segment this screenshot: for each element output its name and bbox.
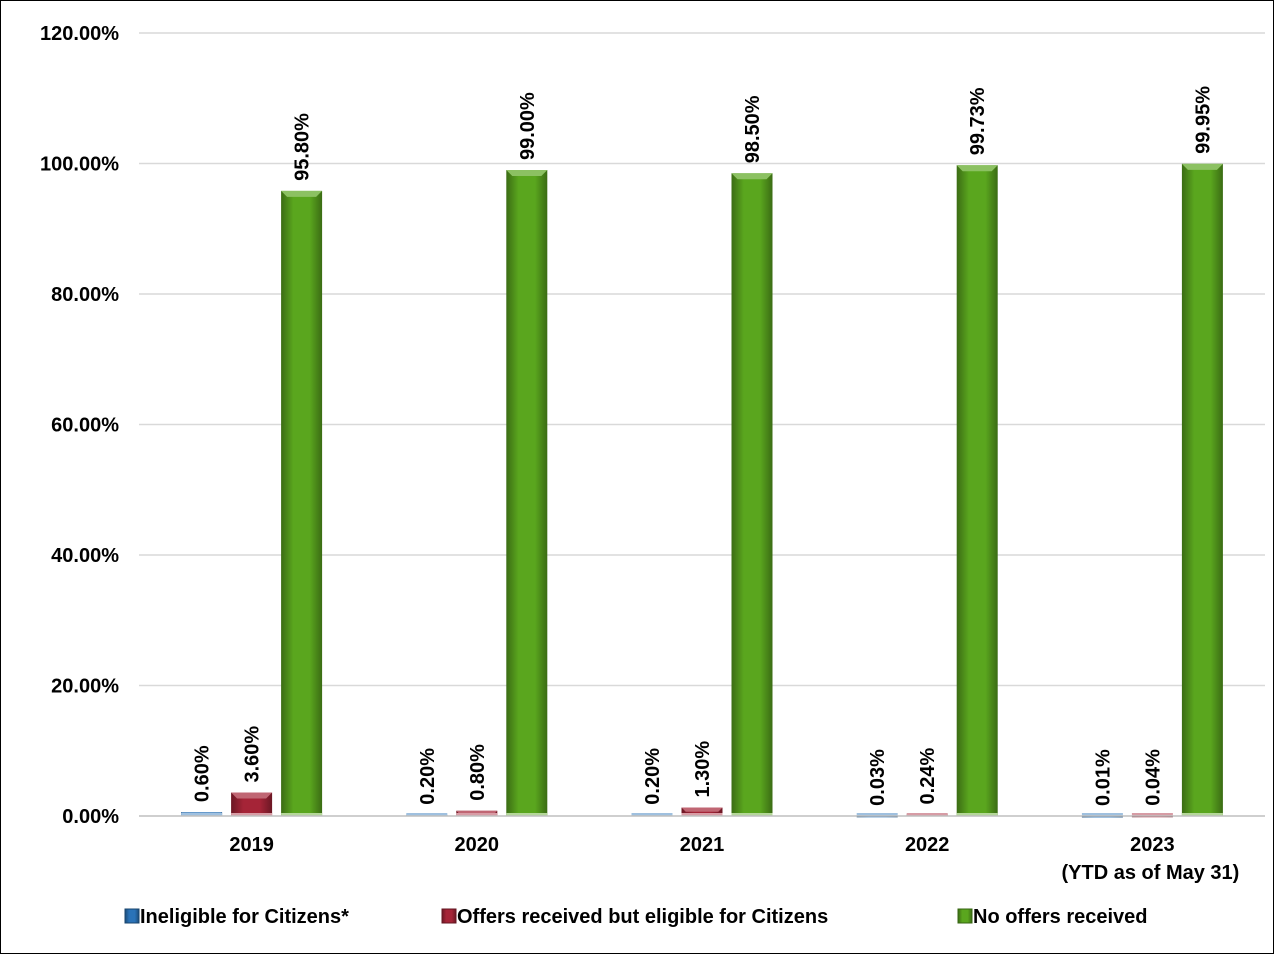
- bar-base: [406, 813, 448, 816]
- bar-base: [1181, 813, 1223, 816]
- data-label: 99.95%: [1192, 86, 1214, 154]
- legend-item: No offers received: [957, 906, 1148, 928]
- legend-swatch: [441, 908, 457, 924]
- bar-base: [631, 813, 673, 816]
- data-label: 99.73%: [967, 87, 989, 155]
- data-label: 0.20%: [417, 748, 439, 805]
- bar-body: [506, 170, 548, 816]
- x-category-label: 2021: [680, 834, 725, 856]
- x-category-label: 2023: [1130, 834, 1175, 856]
- bar-body: [681, 807, 723, 816]
- legend-label: Ineligible for Citizens*: [140, 906, 349, 928]
- data-label: 99.00%: [517, 92, 539, 160]
- y-tick-label: 120.00%: [40, 23, 119, 45]
- bar-body: [281, 190, 323, 816]
- bar-body: [731, 173, 773, 817]
- data-labels: 0.60% 3.60% 95.80% 0.20% 0.80% 99.00% 0.20% 1.3…: [192, 86, 1215, 806]
- y-axis-tick-labels: 0.00% 20.00% 40.00% 60.00% 80.00% 100.00% 120.…: [40, 23, 119, 828]
- bar: [181, 812, 223, 816]
- bar-bevel: [506, 170, 548, 177]
- y-tick-label: 80.00%: [51, 284, 119, 306]
- bar-base: [181, 813, 223, 816]
- gridlines: [139, 32, 1265, 687]
- data-label: 3.60%: [242, 726, 264, 783]
- bar-base: [1131, 813, 1173, 816]
- bar-base: [856, 813, 898, 816]
- data-label: 0.24%: [917, 748, 939, 805]
- x-category-label: 2022: [905, 834, 950, 856]
- bar: [906, 813, 948, 816]
- legend-item: Ineligible for Citizens*: [124, 906, 349, 928]
- bar-body: [956, 165, 998, 817]
- bar-base: [281, 813, 323, 816]
- x-axis-category-labels: 2019 2020 2021 2022 2023 (YTD as of May 31): [229, 834, 1239, 884]
- bar-bevel: [281, 190, 323, 197]
- bar: [681, 807, 723, 816]
- data-label: 95.80%: [292, 113, 314, 181]
- bar: [231, 792, 273, 816]
- bar: [1181, 163, 1223, 817]
- x-category-label: 2019: [229, 834, 274, 856]
- bar-base: [456, 813, 498, 816]
- bar-bevel: [681, 807, 723, 812]
- data-label: 0.20%: [642, 748, 664, 805]
- y-tick-label: 60.00%: [51, 415, 119, 437]
- bar-bevel: [456, 810, 498, 814]
- legend-label: No offers received: [973, 906, 1148, 928]
- bar: [506, 170, 548, 816]
- y-tick-label: 40.00%: [51, 545, 119, 567]
- bars: [181, 163, 1223, 818]
- bar-bevel: [231, 792, 273, 799]
- bar: [731, 173, 773, 817]
- legend-swatch: [957, 908, 973, 924]
- bar-bevel: [1181, 163, 1223, 170]
- legend: Ineligible for Citizens* Offers received …: [124, 906, 1148, 928]
- bar-bevel: [731, 173, 773, 180]
- x-category-sublabel: (YTD as of May 31): [1061, 862, 1239, 884]
- bar-base: [1081, 813, 1123, 816]
- data-label: 1.30%: [692, 741, 714, 798]
- x-category-label: 2020: [455, 834, 500, 856]
- data-label: 0.01%: [1092, 749, 1114, 806]
- bar-bevel: [956, 165, 998, 172]
- data-label: 0.04%: [1142, 749, 1164, 806]
- legend-swatch: [124, 908, 140, 924]
- y-tick-label: 0.00%: [62, 806, 119, 828]
- y-tick-label: 20.00%: [51, 676, 119, 698]
- data-label: 0.80%: [467, 744, 489, 801]
- bar: [281, 190, 323, 816]
- bar-base: [731, 813, 773, 816]
- bar-body: [1181, 163, 1223, 817]
- legend-item: Offers received but eligible for Citizen…: [441, 906, 828, 928]
- legend-label: Offers received but eligible for Citizen…: [457, 906, 828, 928]
- y-tick-label: 100.00%: [40, 154, 119, 176]
- bar-base: [681, 813, 723, 816]
- bar-base: [956, 813, 998, 816]
- bar: [956, 165, 998, 817]
- data-label: 98.50%: [742, 95, 764, 163]
- data-label: 0.60%: [192, 745, 214, 802]
- bar: [1081, 813, 1123, 818]
- bar-base: [231, 813, 273, 816]
- bar: [456, 810, 498, 816]
- bar-base: [906, 813, 948, 816]
- data-label: 0.03%: [867, 749, 889, 806]
- bar-base: [506, 813, 548, 816]
